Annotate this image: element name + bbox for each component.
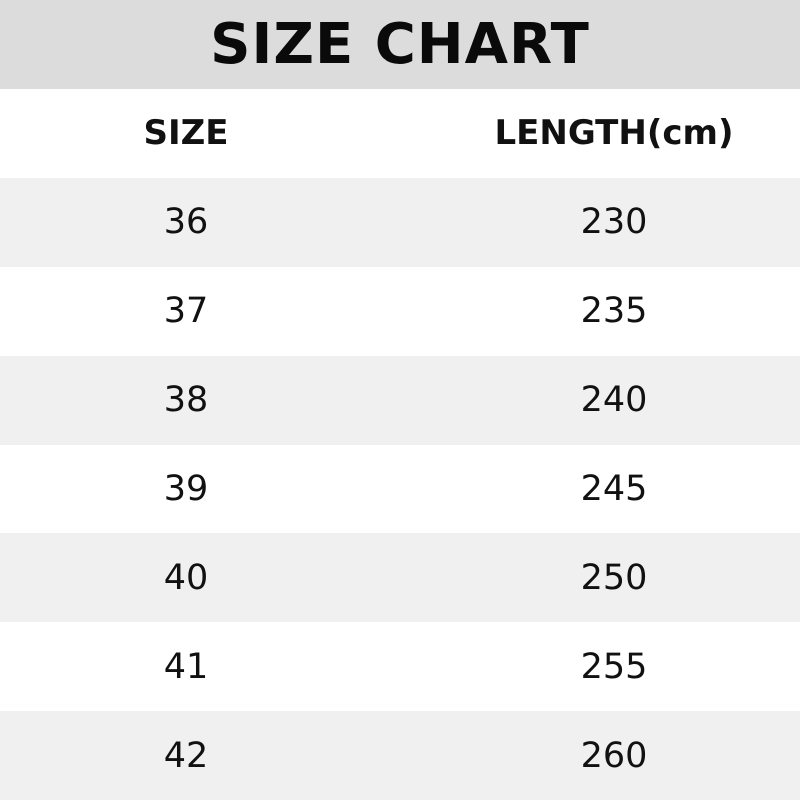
column-header-length: LENGTH(cm) [494, 113, 734, 154]
size-cell: 41 [163, 646, 209, 687]
size-cell: 40 [163, 557, 209, 598]
size-cell: 38 [163, 380, 209, 421]
title-band: SIZE CHART [0, 0, 800, 89]
size-cell: 36 [163, 202, 209, 243]
table-row: 42 260 [0, 711, 800, 800]
table-row: 36 230 [0, 177, 800, 267]
length-cell: 260 [580, 735, 648, 776]
page-title: SIZE CHART [210, 12, 590, 77]
table-row: 37 235 [0, 267, 800, 356]
length-cell: 235 [580, 291, 648, 332]
size-cell: 39 [163, 469, 209, 509]
length-cell: 230 [580, 202, 648, 243]
header-row: SIZE LENGTH(cm) [0, 89, 800, 178]
length-cell: 240 [580, 380, 648, 421]
table-row: 38 240 [0, 355, 800, 445]
length-cell: 245 [580, 469, 648, 509]
length-cell: 255 [580, 646, 648, 687]
size-cell: 37 [163, 291, 209, 332]
size-cell: 42 [163, 735, 209, 776]
table-row: 39 245 [0, 445, 800, 534]
table-row: 40 250 [0, 533, 800, 623]
table-row: 41 255 [0, 622, 800, 711]
length-cell: 250 [580, 557, 648, 598]
column-header-size: SIZE [143, 113, 229, 154]
